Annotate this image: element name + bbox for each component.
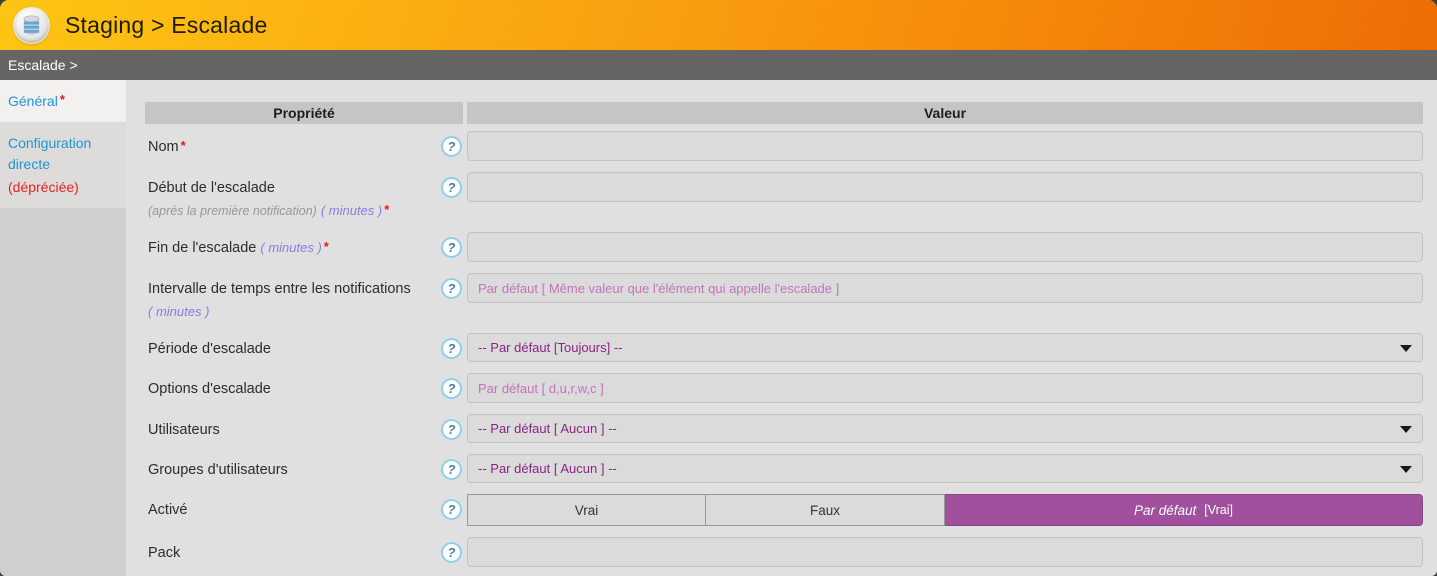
chevron-down-icon bbox=[1400, 345, 1412, 352]
form-row-nom: Nom * ? bbox=[145, 131, 1423, 161]
help-icon[interactable]: ? bbox=[441, 459, 462, 480]
field-label: Nom * bbox=[148, 138, 186, 155]
debut-escalade-input[interactable] bbox=[467, 172, 1423, 202]
form-row-active: Activé ? Vrai Faux Par défaut [Vrai] bbox=[145, 494, 1423, 526]
fin-escalade-input[interactable] bbox=[467, 232, 1423, 262]
tab-configuration-directe-label: Configuration directe bbox=[8, 135, 92, 172]
breadcrumb: Escalade > bbox=[0, 50, 1437, 80]
content: Général * Configuration directe (déprécié… bbox=[0, 80, 1437, 576]
help-icon[interactable]: ? bbox=[441, 499, 462, 520]
required-asterisk: * bbox=[180, 138, 186, 153]
field-label: Activé bbox=[148, 502, 188, 518]
required-asterisk: * bbox=[59, 92, 65, 107]
field-label: Utilisateurs bbox=[148, 422, 220, 438]
field-label: Fin de l'escalade( minutes ) * bbox=[148, 239, 329, 256]
selected-option: -- Par défaut [Toujours] -- bbox=[478, 340, 623, 355]
sidebar: Général * Configuration directe (déprécié… bbox=[0, 80, 126, 576]
active-false-button[interactable]: Faux bbox=[706, 494, 945, 526]
chevron-down-icon bbox=[1400, 426, 1412, 433]
default-value: [Vrai] bbox=[1204, 503, 1233, 517]
active-toggle-group: Vrai Faux Par défaut [Vrai] bbox=[467, 494, 1423, 526]
page-title: Staging > Escalade bbox=[65, 11, 268, 38]
column-header-value: Valeur bbox=[467, 102, 1423, 124]
nom-input[interactable] bbox=[467, 131, 1423, 161]
field-label: Période d'escalade bbox=[148, 341, 271, 357]
required-asterisk: * bbox=[384, 202, 390, 217]
utilisateurs-select[interactable]: -- Par défaut [ Aucun ] -- bbox=[467, 414, 1423, 443]
help-icon[interactable]: ? bbox=[441, 278, 462, 299]
form-panel: Propriété Valeur Nom * ? Début de l'escal… bbox=[126, 80, 1437, 576]
field-label: Début de l'escalade (aprés la première n… bbox=[148, 180, 390, 218]
help-icon[interactable]: ? bbox=[441, 419, 462, 440]
form-row-utilisateurs: Utilisateurs ? -- Par défaut [ Aucun ] -… bbox=[145, 414, 1423, 443]
breadcrumb-link-escalade[interactable]: Escalade > bbox=[8, 57, 78, 73]
form-row-options: Options d'escalade ? bbox=[145, 373, 1423, 403]
field-label: Intervalle de temps entre les notificati… bbox=[148, 281, 411, 319]
field-label: Groupes d'utilisateurs bbox=[148, 462, 288, 478]
field-unit: ( minutes ) bbox=[148, 304, 210, 319]
column-header-property: Propriété bbox=[145, 102, 463, 124]
field-sublabel: (aprés la première notification) bbox=[148, 204, 317, 218]
tab-general-label: Général bbox=[8, 93, 58, 109]
form-row-debut-escalade: Début de l'escalade (aprés la première n… bbox=[145, 172, 1423, 221]
chevron-down-icon bbox=[1400, 466, 1412, 473]
field-unit: ( minutes ) bbox=[320, 203, 383, 218]
database-icon-glyph bbox=[23, 14, 40, 34]
app-header: Staging > Escalade bbox=[0, 0, 1437, 50]
help-icon[interactable]: ? bbox=[441, 378, 462, 399]
database-icon bbox=[13, 6, 50, 44]
help-icon[interactable]: ? bbox=[441, 136, 462, 157]
form-row-intervalle: Intervalle de temps entre les notificati… bbox=[145, 273, 1423, 322]
selected-option: -- Par défaut [ Aucun ] -- bbox=[478, 421, 617, 436]
selected-option: -- Par défaut [ Aucun ] -- bbox=[478, 461, 617, 476]
form-row-periode: Période d'escalade ? -- Par défaut [Touj… bbox=[145, 333, 1423, 362]
form-row-pack: Pack ? bbox=[145, 537, 1423, 567]
help-icon[interactable]: ? bbox=[441, 338, 462, 359]
field-label: Options d'escalade bbox=[148, 381, 271, 397]
help-icon[interactable]: ? bbox=[441, 542, 462, 563]
options-escalade-input[interactable] bbox=[467, 373, 1423, 403]
active-true-button[interactable]: Vrai bbox=[467, 494, 706, 526]
intervalle-input[interactable] bbox=[467, 273, 1423, 303]
field-label: Pack bbox=[148, 545, 181, 561]
default-label: Par défaut bbox=[1133, 502, 1197, 518]
sidebar-filler bbox=[0, 208, 126, 576]
help-icon[interactable]: ? bbox=[441, 177, 462, 198]
tab-configuration-directe[interactable]: Configuration directe (dépréciée) bbox=[0, 122, 126, 209]
deprecated-label: (dépréciée) bbox=[8, 178, 79, 195]
form-row-groupes-utilisateurs: Groupes d'utilisateurs ? -- Par défaut [… bbox=[145, 454, 1423, 483]
pack-input[interactable] bbox=[467, 537, 1423, 567]
periode-escalade-select[interactable]: -- Par défaut [Toujours] -- bbox=[467, 333, 1423, 362]
tab-general[interactable]: Général * bbox=[0, 80, 126, 123]
field-unit: ( minutes ) bbox=[260, 240, 322, 255]
form-row-fin-escalade: Fin de l'escalade( minutes ) * ? bbox=[145, 232, 1423, 262]
required-asterisk: * bbox=[323, 239, 329, 254]
help-icon[interactable]: ? bbox=[441, 237, 462, 258]
table-header-row: Propriété Valeur bbox=[145, 102, 1423, 124]
active-default-button[interactable]: Par défaut [Vrai] bbox=[945, 494, 1423, 526]
groupes-utilisateurs-select[interactable]: -- Par défaut [ Aucun ] -- bbox=[467, 454, 1423, 483]
